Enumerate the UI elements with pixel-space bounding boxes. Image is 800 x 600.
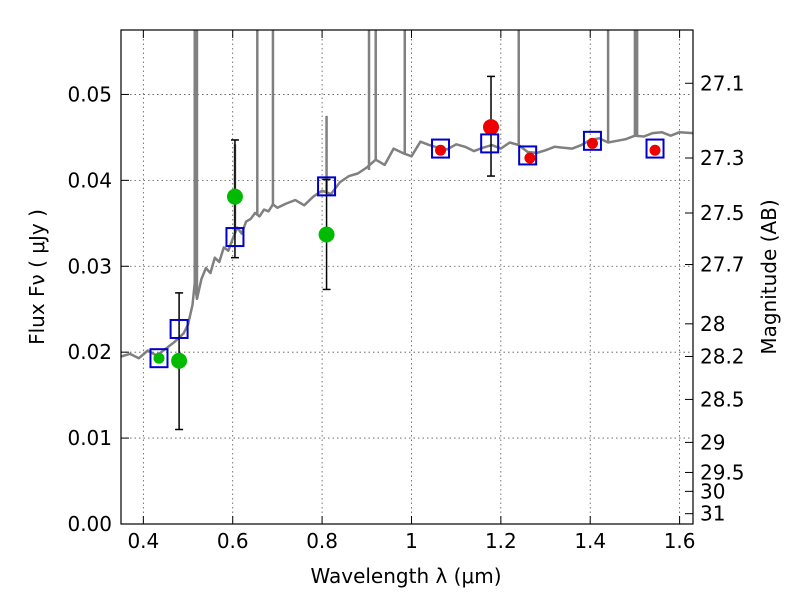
y-tick-label: 0.04 [67,168,112,192]
y-tick-label: 0.05 [67,82,112,106]
green-data-point [226,188,243,205]
x-tick-label: 0.6 [217,529,249,553]
x-tick-label: 1.2 [485,529,517,553]
green-data-point [153,352,165,364]
model-photometry-square [225,227,245,248]
axes: 0.4 0.6 0.8 1 1.2 1.4 1.6 0.00 0.01 0.02 0.03 0.04 0… [67,30,745,553]
y2-tick-label: 31 [700,502,725,526]
y2-tick-label: 29 [700,430,725,454]
sed-curve [121,130,693,360]
plot-frame [120,29,694,525]
y-tick-label: 0.02 [67,340,112,364]
model-photometry-square [169,318,189,339]
plot-data [121,30,693,360]
red-data-point [586,137,598,149]
x-tick-label: 0.8 [306,529,338,553]
x-tick-label: 1.6 [664,529,696,553]
y2-tick-label: 28.5 [700,387,745,411]
model-photometry-square [582,130,602,151]
model-photometry-square [431,138,451,159]
red-data-point [483,119,500,136]
y2-tick-label: 28 [700,312,725,336]
red-data-point [649,144,661,156]
y2-tick-label: 30 [700,479,725,503]
y-tick-label: 0.00 [67,512,112,536]
y2-tick-label: 29.5 [700,460,745,484]
y2-tick-label: 27.1 [700,71,745,95]
markers [149,75,665,431]
green-data-point [318,226,335,243]
y2-tick-label: 27.3 [700,146,745,170]
green-data-point [171,352,188,369]
red-data-point [524,152,536,164]
x-tick-label: 1 [405,529,418,553]
y2-tick-label: 27.5 [700,201,745,225]
y2-tick-label: 28.2 [700,344,745,368]
model-photometry-square [317,176,337,197]
y2-tick-label: 27.7 [700,253,745,277]
x-tick-label: 1.4 [574,529,606,553]
model-photometry-square [480,133,500,154]
x-tick-label: 0.4 [127,529,159,553]
y-tick-label: 0.03 [67,254,112,278]
model-photometry-square [149,348,169,369]
model-photometry-square [645,138,665,159]
y2-axis-label: Magnitude (AB) [757,199,781,354]
y-tick-label: 0.01 [67,426,112,450]
red-data-point [435,144,447,156]
model-photometry-square [518,145,538,166]
y-axis-label: Flux Fν ( μJy ) [25,209,49,345]
x-axis-label: Wavelength λ (μm) [310,564,501,588]
